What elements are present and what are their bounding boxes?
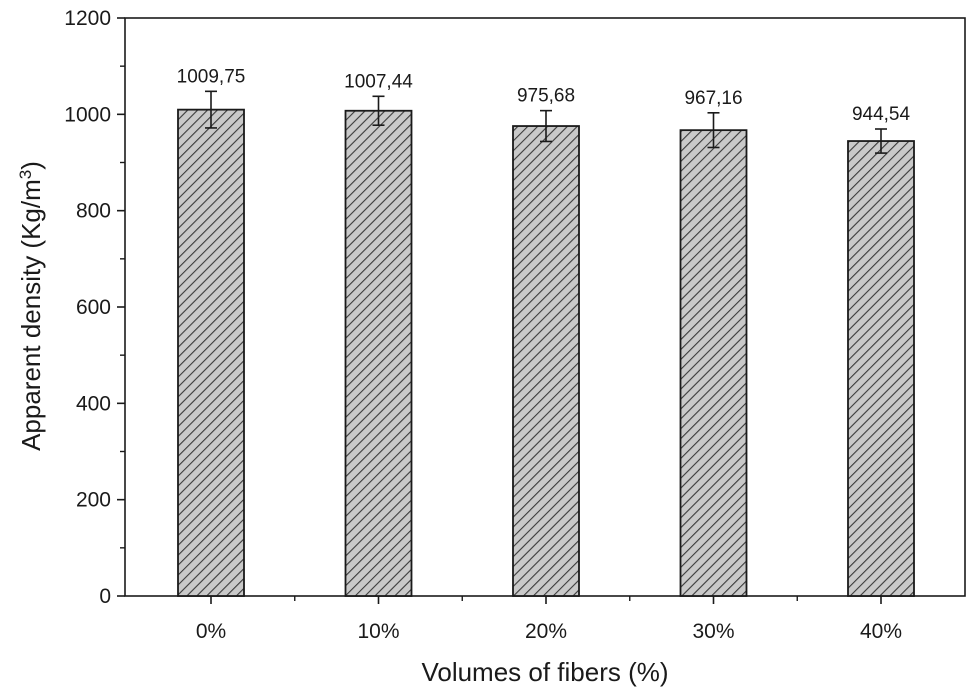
x-tick-label: 10%: [357, 620, 399, 643]
bar: [512, 125, 580, 597]
y-tick-label: 0: [99, 585, 111, 608]
y-axis-title: Apparent density (Kg/m3): [16, 161, 46, 451]
y-axis-title-close: ): [16, 161, 46, 170]
y-axis-title-main: Apparent density (Kg/m: [16, 179, 46, 451]
bars: [177, 90, 915, 597]
error-bar: [875, 128, 887, 154]
y-tick-label: 1200: [64, 7, 111, 30]
error-bar: [372, 95, 385, 126]
y-tick-label: 800: [76, 200, 111, 223]
y-axis-title-sup: 3: [16, 170, 35, 179]
bar: [679, 129, 748, 597]
y-tick-label: 600: [76, 296, 111, 319]
data-label: 944,54: [852, 104, 911, 125]
bar: [177, 108, 245, 597]
bar: [847, 140, 915, 597]
y-tick-label: 400: [76, 392, 111, 415]
data-label: 975,68: [517, 86, 575, 107]
x-tick-label: 0%: [196, 620, 226, 643]
data-label: 1009,75: [177, 66, 246, 87]
x-tick-label: 20%: [525, 620, 567, 643]
x-axis-title: Volumes of fibers (%): [421, 657, 668, 687]
error-bar: [707, 112, 720, 149]
y-axis: 0 200 400 600 800 1000 1200: [64, 7, 125, 608]
y-tick-label: 1000: [64, 103, 111, 126]
error-bar: [540, 109, 552, 143]
data-label: 1007,44: [344, 71, 413, 92]
y-tick-label: 200: [76, 489, 111, 512]
x-tick-label: 30%: [692, 620, 734, 643]
data-labels: 1009,75 1007,44 975,68 967,16 944,54: [177, 66, 911, 125]
data-label: 967,16: [684, 88, 742, 109]
bar: [344, 109, 413, 597]
error-bar: [205, 90, 217, 129]
x-tick-label: 40%: [860, 620, 902, 643]
x-axis: 0% 10% 20% 30% 40%: [196, 596, 902, 643]
